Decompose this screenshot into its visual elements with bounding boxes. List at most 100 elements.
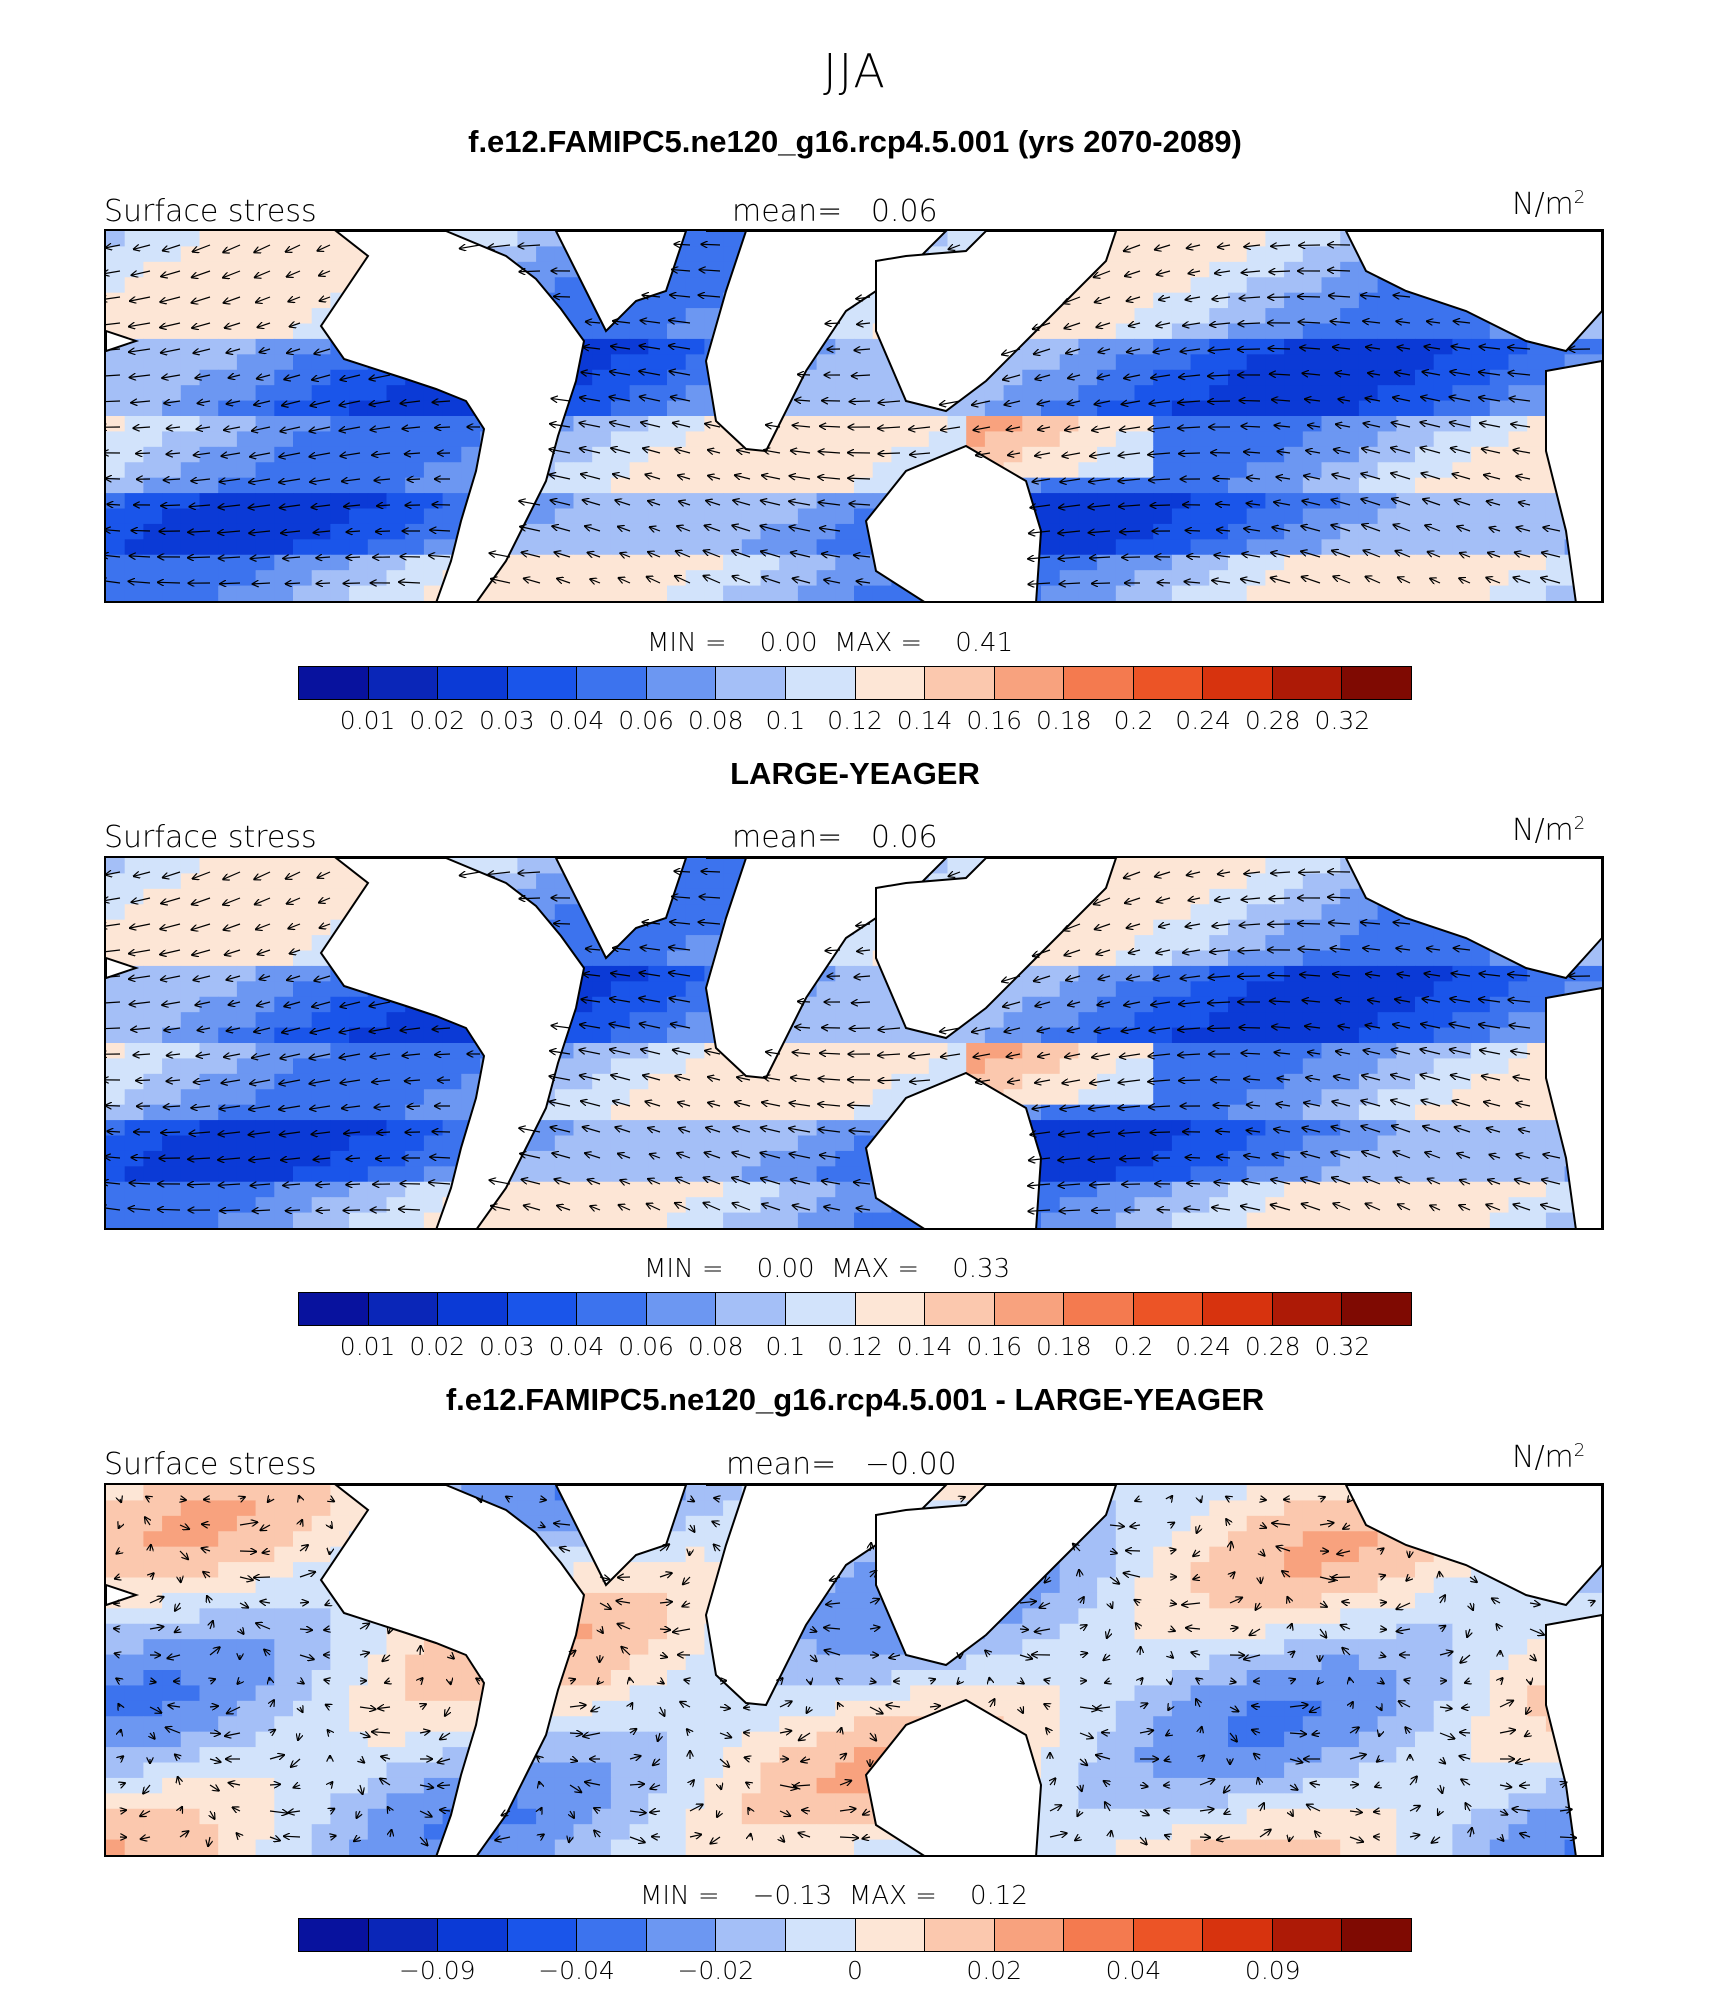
field-cell [1284,919,1304,936]
field-cell [1489,1058,1509,1075]
field-cell [1415,508,1435,525]
field-cell [1340,277,1360,294]
field-cell [704,904,724,921]
stress-vector [671,397,691,401]
field-cell [1078,950,1098,967]
colorbar-tick-label: 0.02 [409,1332,466,1361]
field-cell [835,1043,855,1059]
field-cell [1228,570,1248,587]
stress-vector [254,401,271,405]
field-cell [293,935,313,951]
field-cell [1209,323,1229,340]
field-cell [1452,1027,1472,1044]
field-cell [779,570,799,587]
field-cell [311,981,331,998]
field-cell [106,1212,126,1228]
field-cell [1321,369,1341,386]
field-cell [218,981,238,998]
field-cell [1209,965,1229,982]
field-cell [106,354,126,371]
field-cell [423,523,444,540]
field-cell [311,1089,331,1106]
stress-vector [520,898,541,899]
field-cell [1433,1073,1453,1090]
field-cell [835,385,855,402]
field-cell [1396,462,1416,479]
field-cell [1171,338,1192,355]
field-cell [1134,1135,1154,1152]
field-cell [835,462,855,479]
stress-vector [1208,375,1231,376]
field-cell [1097,904,1117,921]
field-cell [573,431,593,448]
stress-vector [641,422,661,428]
field-cell [218,431,238,448]
field-cell [648,1043,668,1059]
field-cell [218,935,238,951]
field-cell [1153,416,1173,432]
field-cell [629,1089,649,1106]
field-cell [1041,462,1061,479]
field-cell [723,554,743,571]
stress-vector [1187,1183,1201,1184]
field-cell [1265,354,1285,371]
landmass [1344,231,1602,353]
field-cell [854,554,874,571]
field-cell [199,1058,219,1075]
field-cell [143,935,163,951]
field-cell [311,277,331,294]
field-cell [629,354,649,371]
field-cell [1377,292,1397,309]
field-cell [1078,477,1098,494]
field-cell [667,354,687,371]
field-cell [1022,1089,1042,1106]
field-cell [1284,416,1304,432]
field-cell [685,1012,705,1029]
field-cell [349,1120,369,1136]
field-cell [1246,369,1266,386]
field-cell [872,385,892,402]
field-cell [1134,369,1154,386]
field-cell [1321,1104,1341,1121]
field-cell [1471,523,1491,540]
field-cell [367,508,387,525]
field-cell [106,523,126,540]
colorbar-swatch [646,667,717,699]
field-cell [461,431,481,448]
field-cell [218,1089,238,1106]
field-cell [1153,1120,1173,1136]
field-cell [1583,965,1602,982]
field-cell [405,1012,425,1029]
field-cell [1377,493,1397,509]
stress-vector [249,531,271,533]
field-cell [1265,338,1285,355]
field-cell [1358,508,1379,525]
field-cell [1115,935,1135,951]
field-cell [1508,354,1528,371]
field-cell [1545,523,1566,540]
field-cell [648,523,668,540]
field-cell [349,523,369,540]
field-cell [106,431,126,448]
stress-vector [699,295,721,297]
field-cell [1396,323,1416,340]
field-cell [405,1135,425,1152]
field-cell [1284,493,1304,509]
field-cell [498,858,518,874]
field-cell [1190,416,1210,432]
field-cell [648,323,668,340]
field-cell [667,1120,687,1136]
field-cell [984,431,1005,448]
stress-vector [1451,448,1471,454]
field-cell [629,523,649,540]
stress-vector [857,323,871,324]
field-cell [106,1197,126,1214]
field-cell [947,858,967,874]
field-cell [1545,354,1566,371]
field-cell [1115,292,1135,309]
field-cell [629,1197,649,1214]
field-cell [124,354,144,371]
field-cell [199,1166,219,1183]
field-cell [1377,385,1397,402]
stress-vector [820,426,841,427]
